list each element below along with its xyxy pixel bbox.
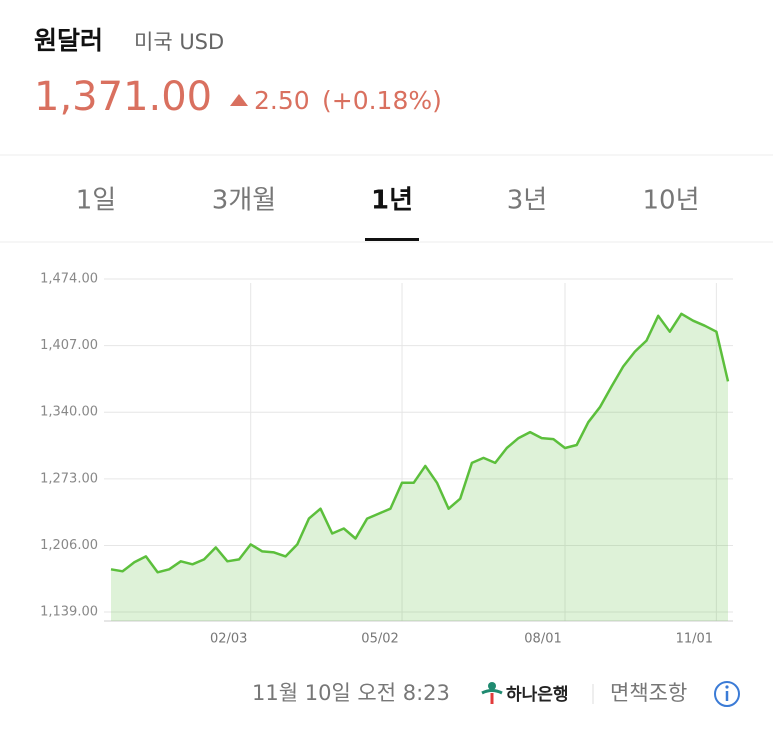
x-tick-label: 05/02 bbox=[361, 632, 398, 647]
tab[interactable]: 1년 bbox=[371, 186, 413, 216]
x-tick-label: 11/01 bbox=[676, 632, 713, 647]
area-fill bbox=[111, 313, 728, 621]
line bbox=[110, 312, 730, 574]
y-tick-label: 1,273.00 bbox=[40, 471, 98, 486]
timestamp: 11월 10일 오전 8:23 bbox=[252, 681, 450, 705]
tab[interactable]: 3년 bbox=[507, 186, 547, 216]
y-tick-label: 1,474.00 bbox=[40, 271, 98, 286]
x-tick-label: 08/01 bbox=[524, 632, 561, 647]
bank-logo bbox=[481, 682, 503, 704]
y-tick-label: 1,206.00 bbox=[40, 538, 98, 553]
bank-name: 하나은행 bbox=[506, 685, 569, 705]
change: 2.50 bbox=[254, 86, 310, 115]
disclaimer[interactable]: 면책조항 bbox=[610, 681, 687, 705]
change-pct: (+0.18%) bbox=[322, 86, 442, 115]
x-tick-label: 02/03 bbox=[210, 632, 247, 647]
tab[interactable]: 3개월 bbox=[212, 186, 276, 216]
tab[interactable]: 10년 bbox=[642, 186, 699, 216]
info-icon[interactable] bbox=[714, 681, 740, 707]
y-tick-label: 1,139.00 bbox=[40, 605, 98, 620]
up-arrow bbox=[230, 94, 248, 106]
y-tick-label: 1,340.00 bbox=[40, 405, 98, 420]
title: 원달러 bbox=[34, 26, 103, 55]
tab[interactable]: 1일 bbox=[76, 186, 116, 216]
subtitle: 미국 USD bbox=[134, 30, 224, 54]
y-tick-label: 1,407.00 bbox=[40, 338, 98, 353]
price: 1,371.00 bbox=[34, 74, 212, 120]
tab-underline bbox=[365, 238, 419, 241]
